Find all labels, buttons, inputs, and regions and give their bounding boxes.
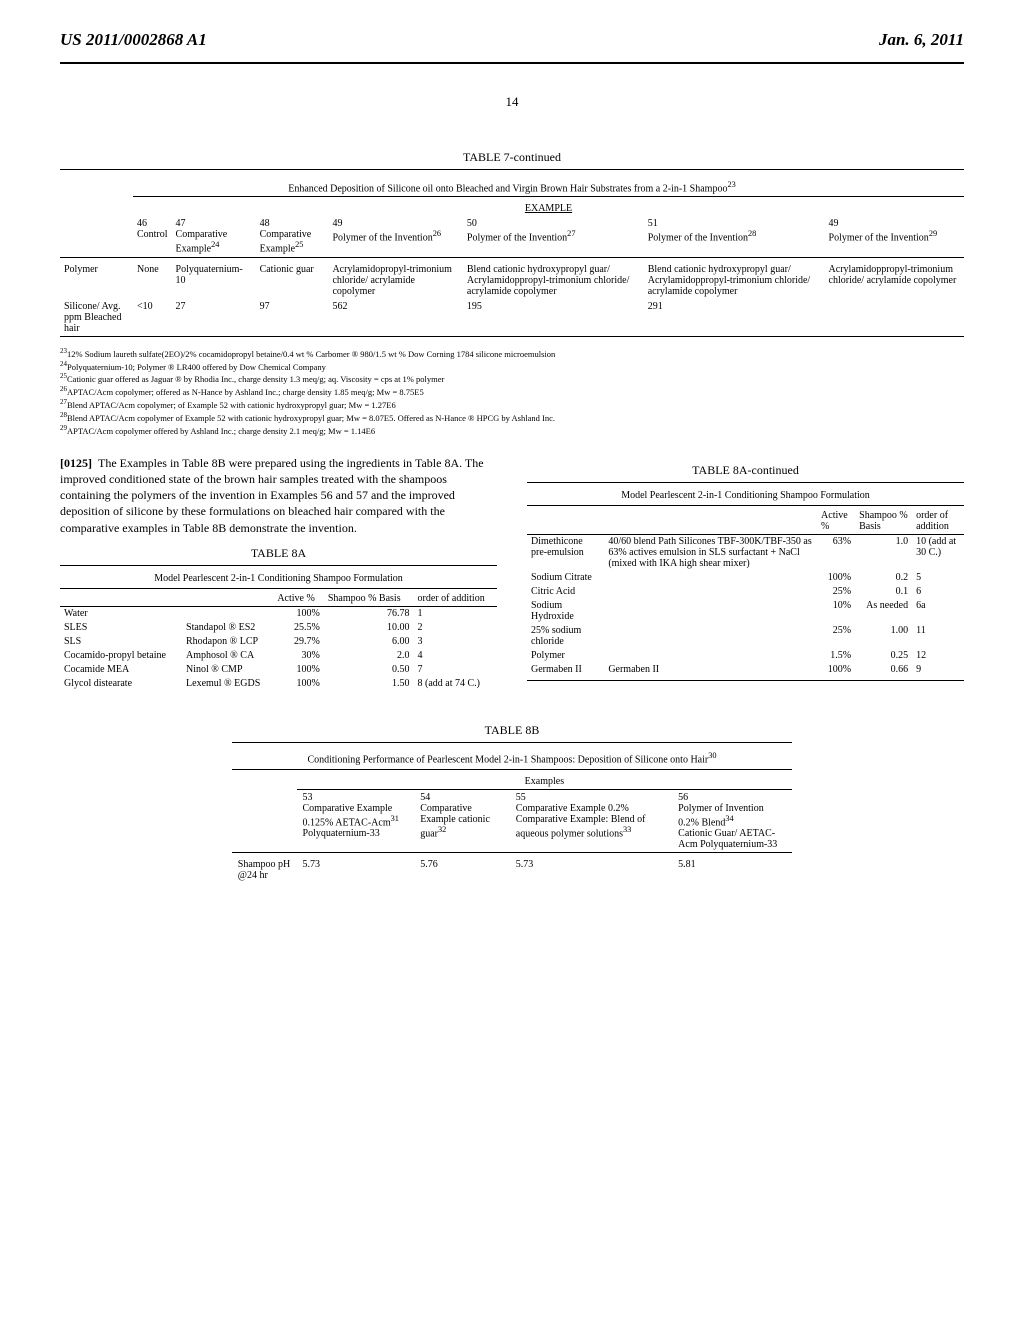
table-row: 25% sodium chloride25%1.0011 <box>527 624 964 649</box>
header-rule <box>60 62 964 64</box>
table-row: Sodium Citrate100%0.25 <box>527 571 964 585</box>
table-8b: TABLE 8B Conditioning Performance of Pea… <box>232 723 792 884</box>
para-0125: [0125] The Examples in Table 8B were pre… <box>60 455 497 536</box>
footnote-26: 26APTAC/Acm copolymer; offered as N-Hanc… <box>60 385 964 398</box>
table-8a-left: Model Pearlescent 2-in-1 Conditioning Sh… <box>60 565 497 691</box>
table8a-title: Model Pearlescent 2-in-1 Conditioning Sh… <box>60 569 497 589</box>
table-row: Cocamido-propyl betaineAmphosol ® CA30%2… <box>60 649 497 663</box>
table7-example-label: EXAMPLE <box>133 201 964 216</box>
header-right: Jan. 6, 2011 <box>879 30 964 50</box>
table-row: Water100%76.781 <box>60 606 497 621</box>
table7-col-49b: 49Polymer of the Invention29 <box>825 216 964 257</box>
table8b-col-56: 56Polymer of Invention 0.2% Blend34Catio… <box>672 790 792 853</box>
table7-col-headers: 46Control 47Comparative Example24 48Comp… <box>60 216 964 257</box>
table-8a-right: Model Pearlescent 2-in-1 Conditioning Sh… <box>527 482 964 681</box>
table-row: Cocamide MEANinol ® CMP100%0.507 <box>60 663 497 677</box>
table7-footnotes: 2312% Sodium laureth sulfate(2EO)/2% coc… <box>60 347 964 437</box>
table-row: SLSRhodapon ® LCP29.7%6.003 <box>60 635 497 649</box>
table7-col-46: 46Control <box>133 216 172 257</box>
table-row: Polymer1.5%0.2512 <box>527 649 964 663</box>
table7-title: Enhanced Deposition of Silicone oil onto… <box>60 174 964 197</box>
table8b-title: Conditioning Performance of Pearlescent … <box>232 747 792 770</box>
footnote-25: 25Cationic guar offered as Jaguar ® by R… <box>60 372 964 385</box>
table8b-row-ph: Shampoo pH @24 hr 5.73 5.76 5.73 5.81 <box>232 857 792 883</box>
table8a-title-cont: Model Pearlescent 2-in-1 Conditioning Sh… <box>527 486 964 506</box>
table7-row-silicone: Silicone/ Avg. ppm Bleached hair <10 27 … <box>60 299 964 337</box>
table-row: Glycol distearateLexemul ® EGDS100%1.508… <box>60 677 497 691</box>
table7-col-50: 50Polymer of the Invention27 <box>463 216 644 257</box>
table8b-col-55: 55Comparative Example 0.2% Comparative E… <box>510 790 672 853</box>
table7-row-polymer: Polymer None Polyquaternium-10 Cationic … <box>60 262 964 299</box>
table7-col-51: 51Polymer of the Invention28 <box>644 216 825 257</box>
table8a-caption: TABLE 8A <box>60 546 497 561</box>
footnote-27: 27Blend APTAC/Acm copolymer; of Example … <box>60 398 964 411</box>
table7-col-48: 48Comparative Example25 <box>256 216 329 257</box>
table8a-head: Active % Shampoo % Basis order of additi… <box>60 592 497 607</box>
table8b-col-53: 53Comparative Example 0.125% AETAC-Acm31… <box>297 790 415 853</box>
footnote-28: 28Blend APTAC/Acm copolymer of Example 5… <box>60 411 964 424</box>
table7-col-47: 47Comparative Example24 <box>172 216 256 257</box>
table7-caption: TABLE 7-continued <box>60 150 964 165</box>
table8b-col-54: 54Comparative Example cationic guar32 <box>414 790 510 853</box>
footnote-24: 24Polyquaternium-10; Polymer ® LR400 off… <box>60 360 964 373</box>
table8b-examples-label: Examples <box>297 774 793 790</box>
table8b-col-headers: 53Comparative Example 0.125% AETAC-Acm31… <box>232 790 792 853</box>
table8a-head-cont: Active % Shampoo % Basis order of additi… <box>527 509 964 535</box>
table-row: Sodium Hydroxide10%As needed6a <box>527 599 964 624</box>
table-row: Germaben IIGermaben II100%0.669 <box>527 663 964 677</box>
table8a-caption-cont: TABLE 8A-continued <box>527 463 964 478</box>
table-row: Dimethicone pre-emulsion40/60 blend Path… <box>527 534 964 571</box>
footnote-29: 29APTAC/Acm copolymer offered by Ashland… <box>60 424 964 437</box>
table-row: Citric Acid25%0.16 <box>527 585 964 599</box>
table7-col-49a: 49Polymer of the Invention26 <box>328 216 462 257</box>
header-left: US 2011/0002868 A1 <box>60 30 207 50</box>
table-row: SLESStandapol ® ES225.5%10.002 <box>60 621 497 635</box>
table8b-caption: TABLE 8B <box>232 723 792 738</box>
footnote-23: 2312% Sodium laureth sulfate(2EO)/2% coc… <box>60 347 964 360</box>
page-number: 14 <box>60 94 964 110</box>
table-7: TABLE 7-continued Enhanced Deposition of… <box>60 150 964 341</box>
page-header: US 2011/0002868 A1 Jan. 6, 2011 <box>60 30 964 50</box>
